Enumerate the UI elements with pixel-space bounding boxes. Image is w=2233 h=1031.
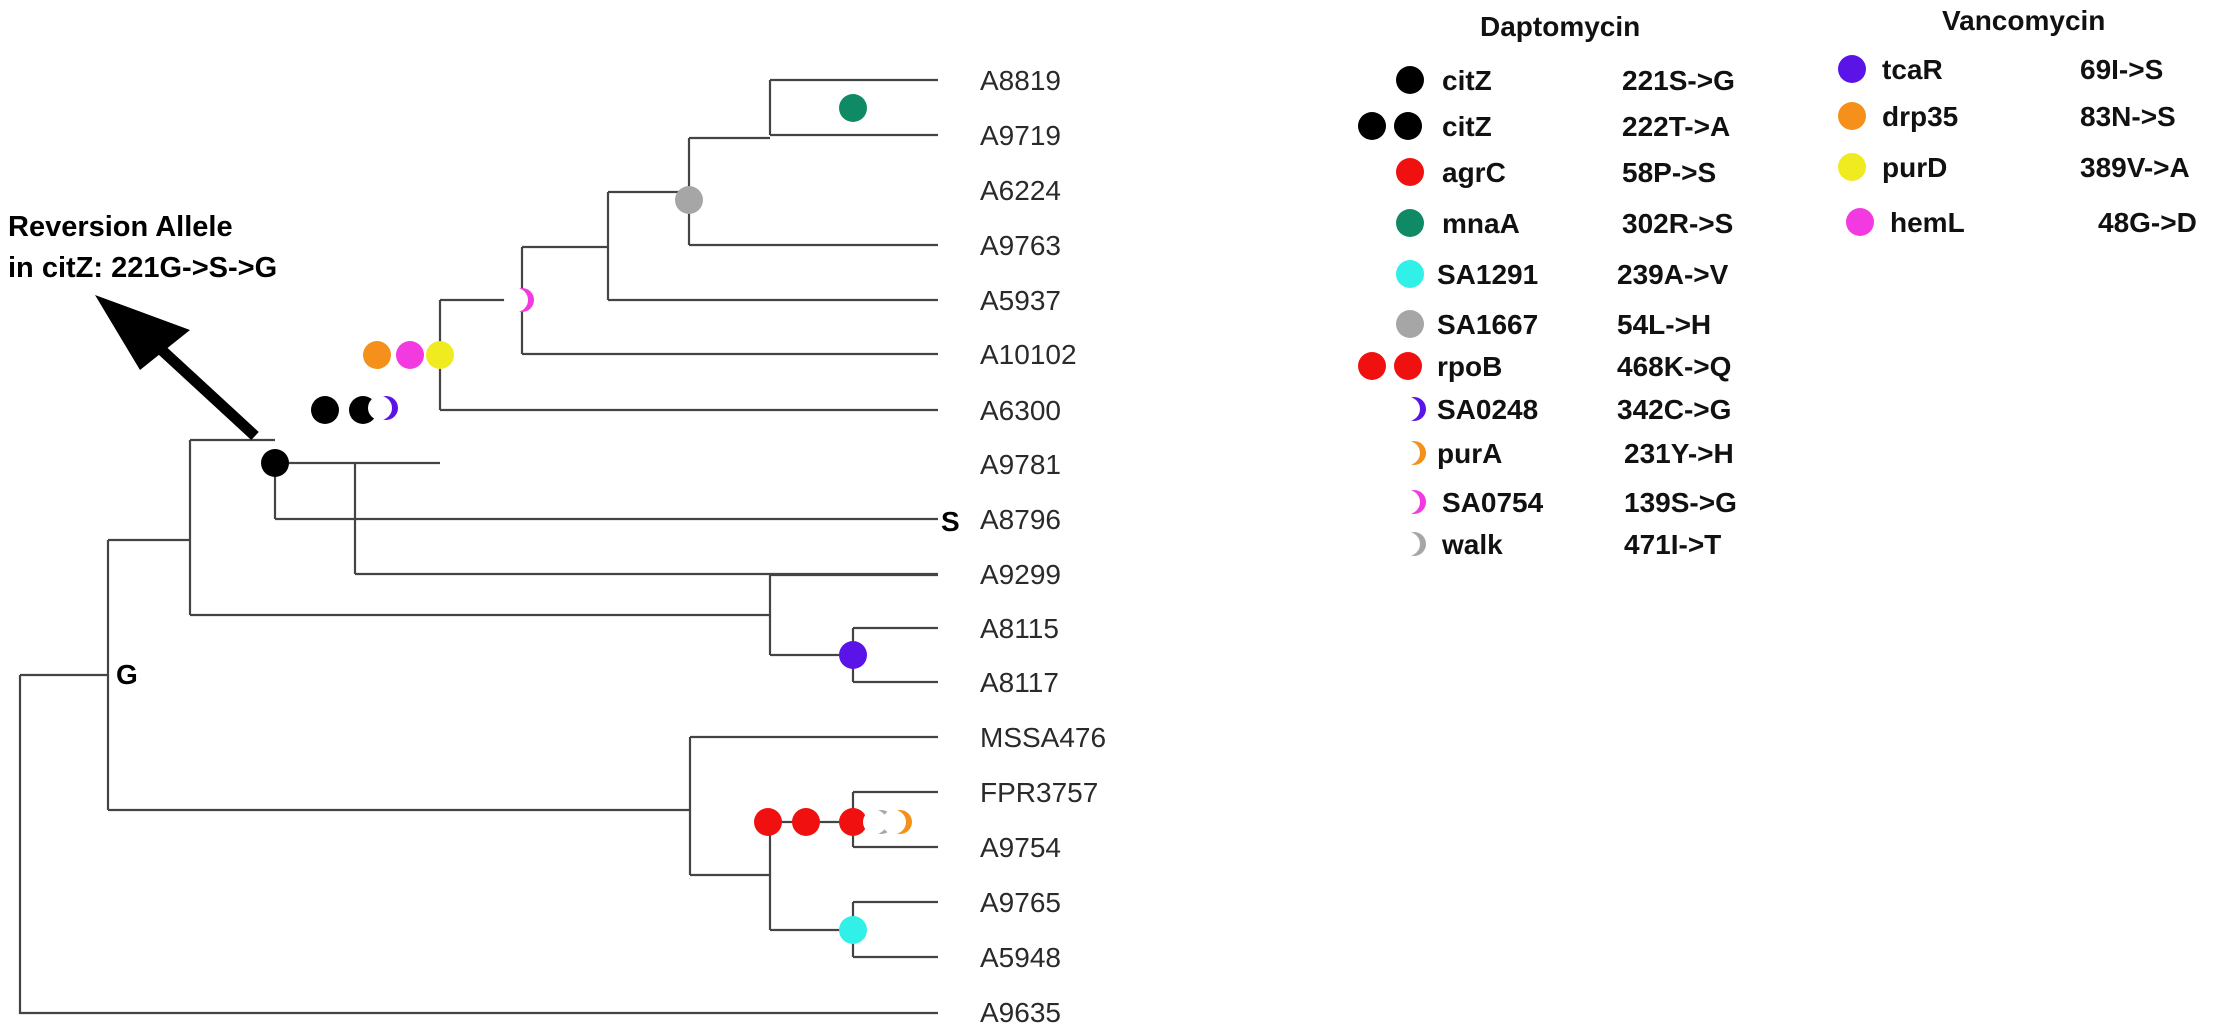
legend-gene: SA1291 <box>1437 259 1538 290</box>
legend-marker-cut <box>1396 490 1420 514</box>
legend-mutation: 58P->S <box>1622 157 1716 188</box>
legend-gene: purD <box>1882 152 1947 183</box>
legend-mutation: 468K->Q <box>1617 351 1731 382</box>
leaf-label: A8115 <box>980 613 1059 644</box>
legend-marker <box>1838 55 1866 83</box>
legend-mutation: 471I->T <box>1624 529 1721 560</box>
legend-mutation: 222T->A <box>1622 111 1730 142</box>
legend-marker <box>1396 66 1424 94</box>
legend-title-vancomycin: Vancomycin <box>1942 5 2105 36</box>
legend-gene: SA0248 <box>1437 394 1538 425</box>
rpob-marker <box>754 808 782 836</box>
legend-marker <box>1396 310 1424 338</box>
legend-marker <box>1396 260 1424 288</box>
heml-marker <box>396 341 424 369</box>
tree-mutation-markers <box>261 94 912 944</box>
leaf-label: A10102 <box>980 339 1077 370</box>
legend-marker <box>1838 153 1866 181</box>
legend-gene: citZ <box>1442 65 1492 96</box>
legend-marker <box>1394 112 1422 140</box>
legend-marker <box>1838 102 1866 130</box>
pura-marker-cut <box>882 810 906 834</box>
legend-vancomycin: Vancomycin tcaR 69I->S drp35 83N->S purD… <box>1838 5 2197 238</box>
legend-marker <box>1358 112 1386 140</box>
legend-mutation: 302R->S <box>1622 208 1733 239</box>
legend-marker-cut <box>1396 397 1420 421</box>
leaf-labels: A8819 A9719 A6224 A9763 A5937 A10102 A63… <box>980 65 1106 1028</box>
agrc-marker <box>839 808 867 836</box>
leaf-label: A8796 <box>980 504 1061 535</box>
legend-mutation: 239A->V <box>1617 259 1729 290</box>
purd-marker <box>426 341 454 369</box>
legend-gene: SA0754 <box>1442 487 1544 518</box>
legend-marker <box>1396 158 1424 186</box>
sa1667-marker <box>675 186 703 214</box>
legend-gene: tcaR <box>1882 54 1943 85</box>
rpob-marker <box>792 808 820 836</box>
sa1291-marker <box>839 916 867 944</box>
node-label-s: S <box>941 506 960 537</box>
legend-gene: mnaA <box>1442 208 1520 239</box>
walk-marker-cut <box>863 810 887 834</box>
legend-gene: SA1667 <box>1437 309 1538 340</box>
legend-mutation: 231Y->H <box>1624 438 1734 469</box>
reversion-note-line1: Reversion Allele <box>8 211 233 243</box>
citz-222-marker <box>311 396 339 424</box>
legend-mutation: 221S->G <box>1622 65 1735 96</box>
citz-221-marker <box>261 449 289 477</box>
leaf-label: A8819 <box>980 65 1061 96</box>
leaf-label: A8117 <box>980 667 1059 698</box>
leaf-label: A9763 <box>980 230 1061 261</box>
node-label-g: G <box>116 659 138 690</box>
legend-gene: purA <box>1437 438 1502 469</box>
legend-mutation: 69I->S <box>2080 54 2163 85</box>
legend-marker-cut <box>1396 441 1420 465</box>
arrow-icon <box>95 295 259 441</box>
leaf-label: A9781 <box>980 449 1061 480</box>
leaf-label: A9754 <box>980 832 1061 863</box>
reversion-note-line2: in citZ: 221G->S->G <box>8 252 277 284</box>
legend-mutation: 48G->D <box>2098 207 2197 238</box>
legend-mutation: 389V->A <box>2080 152 2190 183</box>
legend-marker-cut <box>1396 532 1420 556</box>
leaf-label: A6224 <box>980 175 1061 206</box>
leaf-label: A9719 <box>980 120 1061 151</box>
legend-gene: walk <box>1441 529 1503 560</box>
legend-marker <box>1846 208 1874 236</box>
drp35-marker <box>363 341 391 369</box>
leaf-label: A9635 <box>980 997 1061 1028</box>
leaf-label: A6300 <box>980 395 1061 426</box>
mnaa-marker <box>839 94 867 122</box>
leaf-label: FPR3757 <box>980 777 1098 808</box>
leaf-label: A9299 <box>980 559 1061 590</box>
tcar-marker <box>839 641 867 669</box>
tree-branches <box>18 78 938 1015</box>
legend-marker <box>1394 352 1422 380</box>
leaf-label: A5937 <box>980 285 1061 316</box>
sa0754-marker-cut <box>504 288 528 312</box>
legend-title-daptomycin: Daptomycin <box>1480 11 1640 42</box>
legend-mutation: 139S->G <box>1624 487 1737 518</box>
sa0248-marker-cut <box>368 396 392 420</box>
legend-gene: drp35 <box>1882 101 1958 132</box>
legend-daptomycin: Daptomycin citZ 221S->G citZ 222T->A agr… <box>1358 11 1737 560</box>
legend-gene: agrC <box>1442 157 1506 188</box>
legend-mutation: 83N->S <box>2080 101 2176 132</box>
legend-gene: rpoB <box>1437 351 1502 382</box>
leaf-label: A5948 <box>980 942 1061 973</box>
leaf-label: A9765 <box>980 887 1061 918</box>
legend-gene: hemL <box>1890 207 1965 238</box>
legend-marker <box>1396 209 1424 237</box>
legend-mutation: 342C->G <box>1617 394 1731 425</box>
legend-gene: citZ <box>1442 111 1492 142</box>
legend-marker <box>1358 352 1386 380</box>
leaf-label: MSSA476 <box>980 722 1106 753</box>
legend-mutation: 54L->H <box>1617 309 1711 340</box>
